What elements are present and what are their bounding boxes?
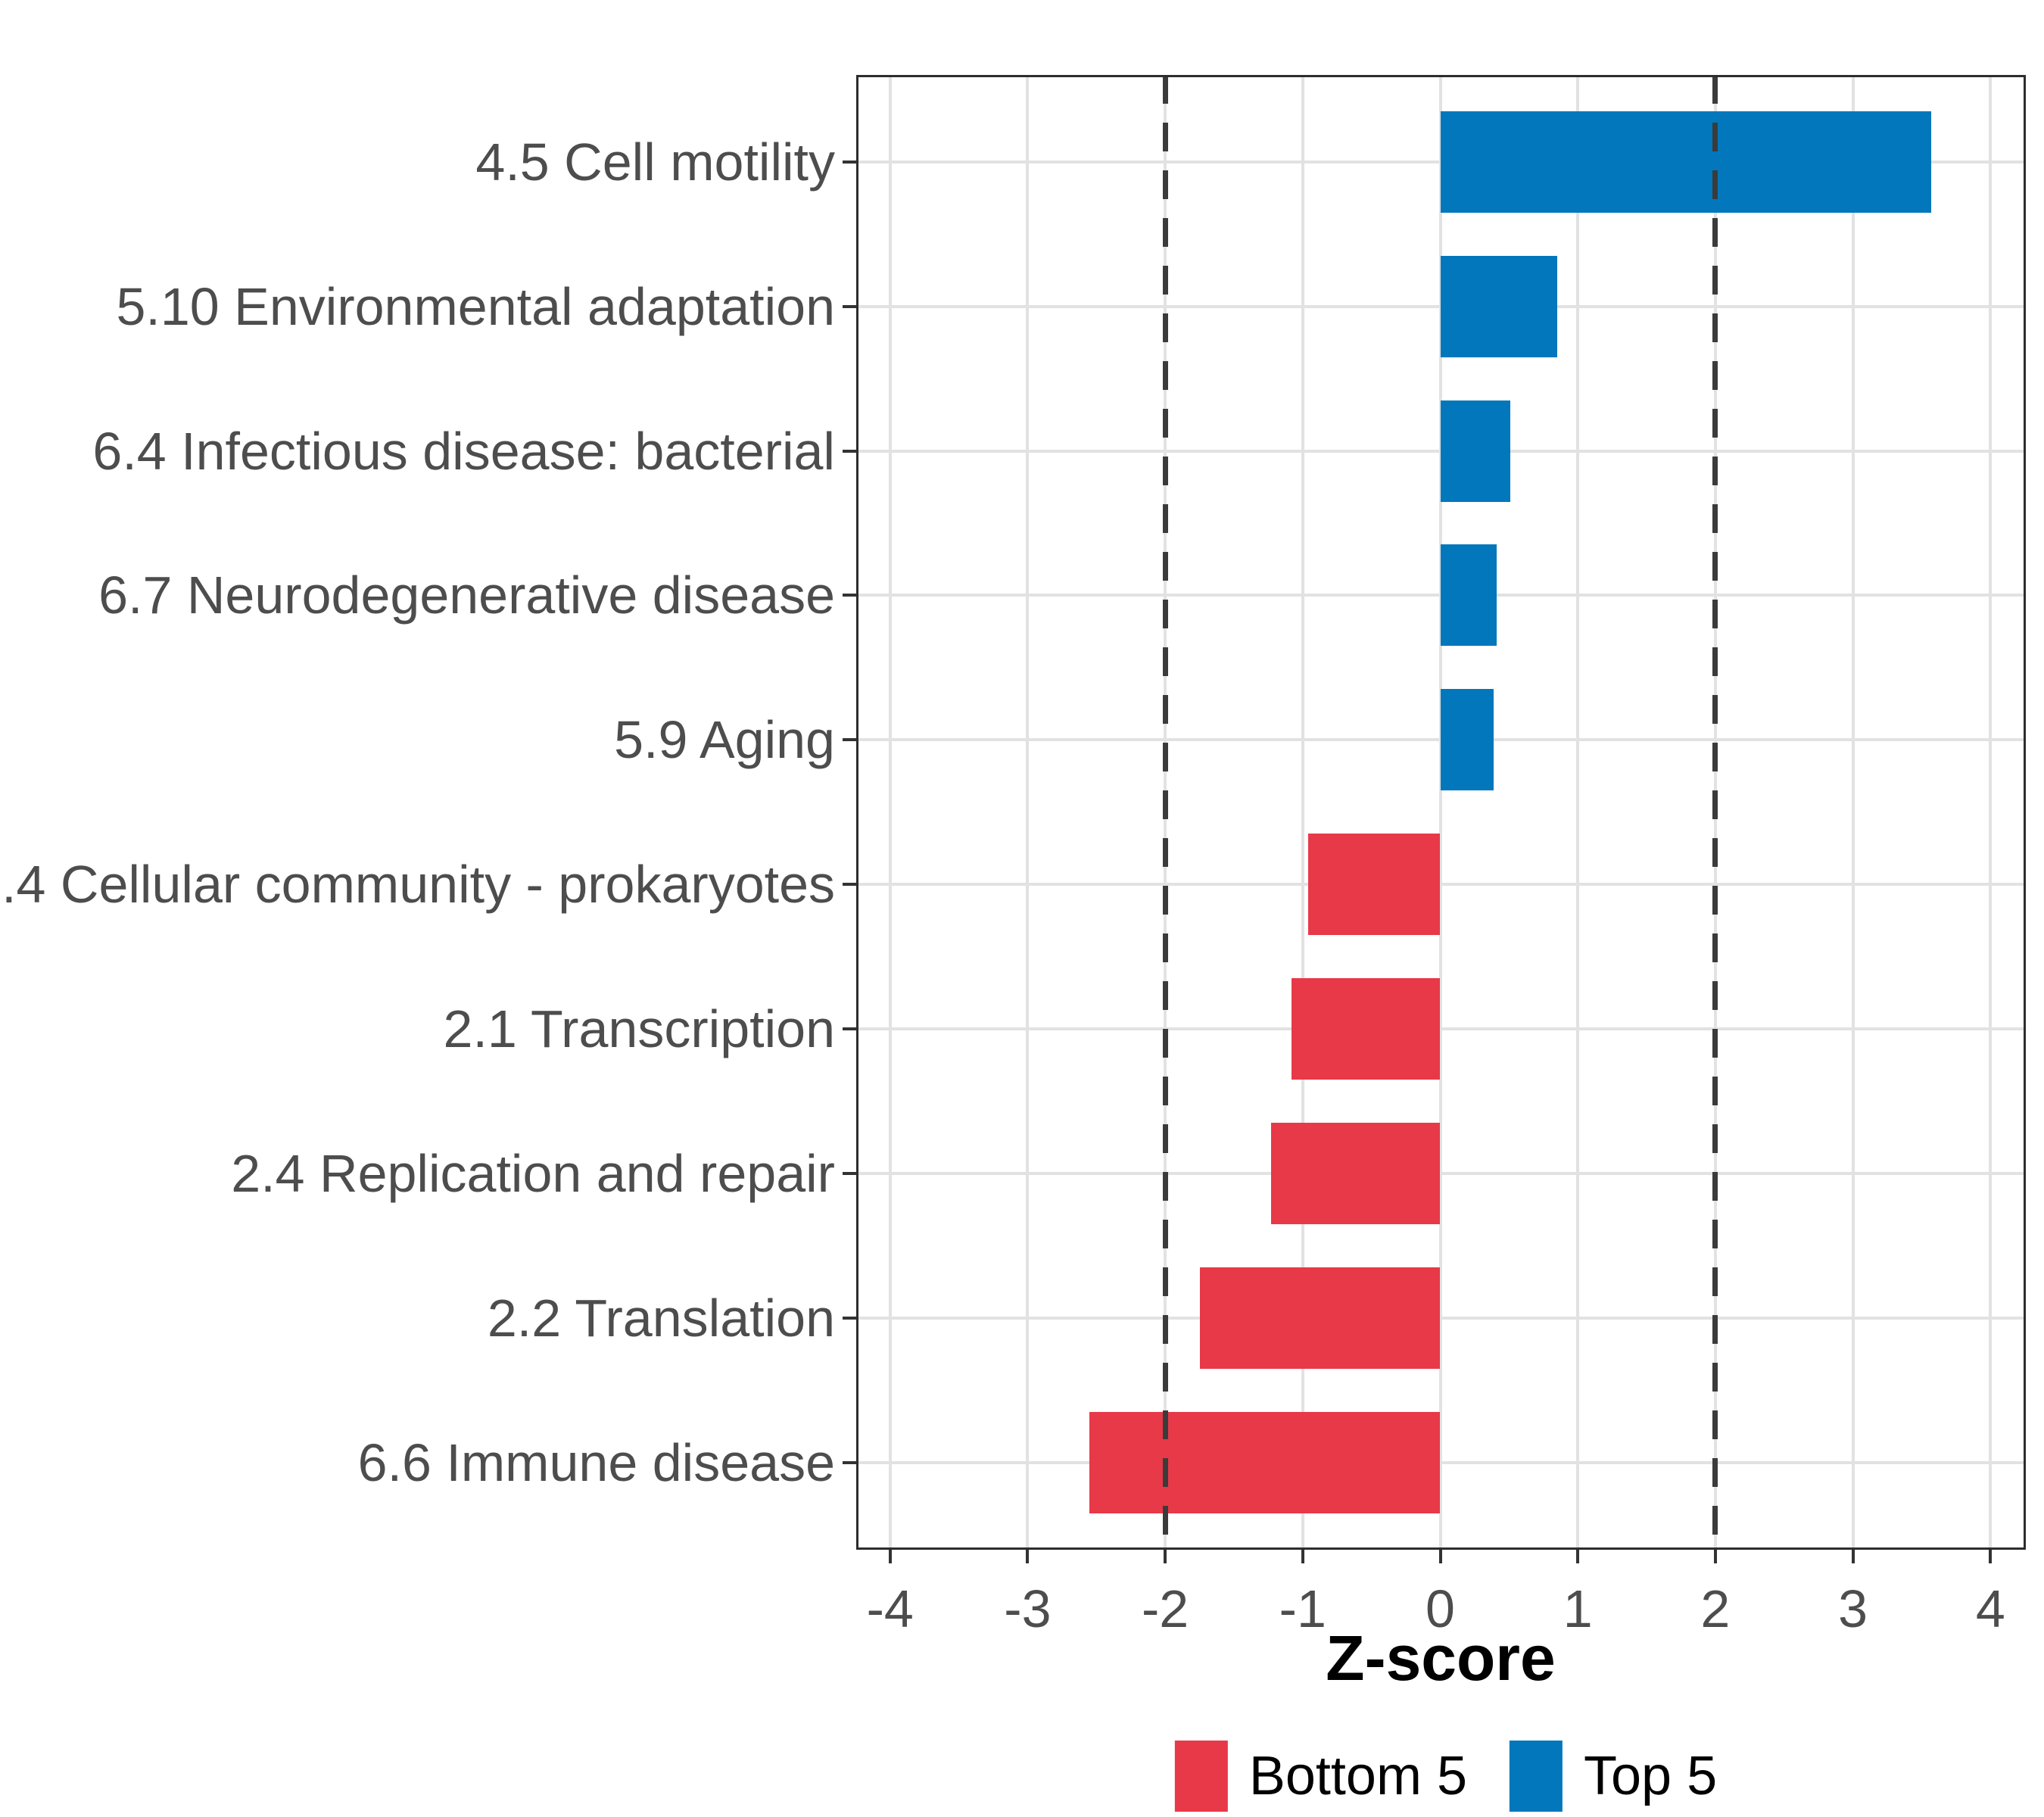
plot-panel [856,75,2026,1550]
x-tick-label: -3 [1004,1579,1052,1638]
x-axis-tick [1164,1550,1167,1563]
x-axis-tick [1026,1550,1030,1563]
bar-bottom5 [1271,1123,1441,1224]
y-axis-tick [843,1172,856,1175]
v-gridline [888,75,892,1550]
bar-top5 [1440,255,1557,357]
h-gridline [856,1027,2026,1031]
y-tick-label: 4.5 Cell motility [475,132,835,192]
x-tick-label: -1 [1279,1579,1326,1638]
bar-top5 [1440,689,1494,791]
x-tick-label: -2 [1141,1579,1189,1638]
y-tick-label: 6.4 Infectious disease: bacterial [92,421,835,481]
bar-bottom5 [1292,978,1441,1080]
h-gridline [856,883,2026,887]
x-axis-tick [1989,1550,1993,1563]
v-gridline [1989,75,1993,1550]
bar-top5 [1440,544,1497,647]
y-axis-tick [843,304,856,308]
y-axis-tick [843,1460,856,1464]
h-gridline [856,1316,2026,1320]
x-axis-tick [1713,1550,1717,1563]
y-axis-tick [843,449,856,453]
v-gridline [1026,75,1030,1550]
x-tick-label: 0 [1426,1579,1455,1638]
x-axis-tick [1851,1550,1855,1563]
y-axis-tick [843,594,856,597]
v-gridline [1301,75,1304,1550]
bar-bottom5 [1199,1267,1441,1369]
y-tick-label: 5.10 Environmental adaptation [116,276,835,336]
x-tick-label: 3 [1838,1579,1868,1638]
y-axis-tick [843,1316,856,1320]
h-gridline [856,1172,2026,1175]
x-tick-label: -4 [866,1579,914,1638]
y-axis-tick [843,738,856,742]
x-axis-tick [1438,1550,1442,1563]
bar-top5 [1440,111,1932,213]
y-tick-label: 2.4 Replication and repair [231,1144,835,1203]
y-tick-label: 2.2 Translation [487,1288,835,1348]
x-axis-tick [888,1550,892,1563]
x-tick-label: 2 [1700,1579,1731,1638]
y-axis-tick [843,160,856,164]
legend-swatch [1174,1741,1228,1812]
v-gridline [1438,75,1442,1550]
bar-bottom5 [1308,834,1441,936]
y-axis-tick [843,1027,856,1031]
legend-item-label: Top 5 [1584,1746,1718,1806]
reference-line-dashed [1162,75,1168,1550]
legend-item: Top 5 [1510,1741,1717,1812]
x-axis-title: Z-score [1326,1622,1556,1694]
h-gridline [856,1460,2026,1464]
x-tick-label: 1 [1563,1579,1593,1638]
legend-swatch [1510,1741,1563,1812]
x-axis-tick [1576,1550,1580,1563]
bar-bottom5 [1089,1411,1441,1513]
y-tick-label: 2.1 Transcription [443,999,835,1059]
bar-top5 [1440,400,1511,502]
y-tick-label: 6.7 Neurodegenerative disease [98,566,835,625]
legend-item: Bottom 5 [1174,1741,1467,1812]
x-tick-label: 4 [1975,1579,2005,1638]
y-tick-label: 6.6 Immune disease [357,1432,835,1492]
legend: Bottom 5 Top 5 [1174,1738,1717,1814]
x-axis-tick [1301,1550,1304,1563]
v-gridline [1576,75,1580,1550]
v-gridline [1851,75,1855,1550]
y-tick-label: 4.4 Cellular community - prokaryotes [0,855,835,915]
y-tick-label: 5.9 Aging [614,710,835,770]
legend-item-label: Bottom 5 [1248,1746,1467,1806]
y-axis-tick [843,883,856,887]
reference-line-dashed [1712,75,1718,1550]
